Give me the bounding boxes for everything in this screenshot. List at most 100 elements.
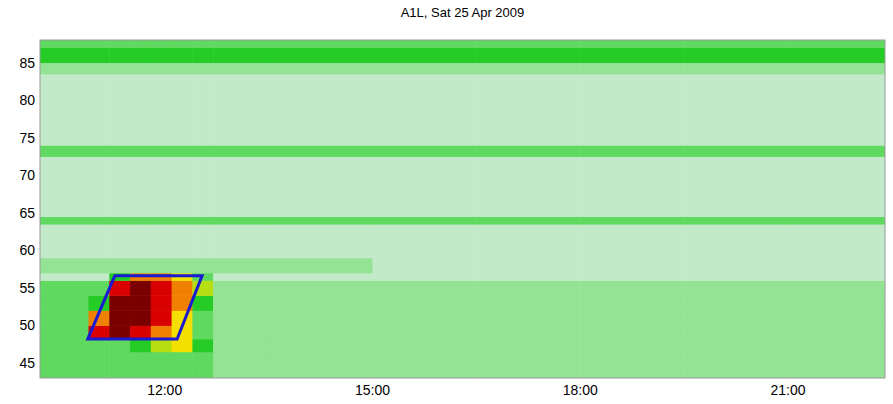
cell xyxy=(684,339,788,352)
cell xyxy=(476,325,580,339)
cell xyxy=(788,280,885,296)
cell xyxy=(476,145,580,157)
cell xyxy=(88,156,109,217)
selection xyxy=(88,276,202,339)
cell xyxy=(213,48,269,64)
cell xyxy=(269,224,373,258)
cell xyxy=(580,280,684,296)
cell xyxy=(151,258,172,274)
cell xyxy=(788,273,885,281)
cell xyxy=(192,156,213,217)
cell xyxy=(109,352,130,364)
cell xyxy=(788,217,885,225)
y-tick-label: 55 xyxy=(19,280,35,296)
cell xyxy=(109,224,130,258)
cell xyxy=(40,273,89,281)
cell xyxy=(684,224,788,258)
cell xyxy=(269,258,373,274)
cell xyxy=(109,295,130,311)
cell xyxy=(130,352,151,364)
cell xyxy=(580,156,684,217)
cell xyxy=(40,258,89,274)
cell xyxy=(788,258,885,274)
cell xyxy=(40,352,89,364)
cell xyxy=(172,156,193,217)
y-tick-label: 65 xyxy=(19,205,35,221)
cell xyxy=(109,63,130,75)
cell xyxy=(130,217,151,225)
cell xyxy=(788,48,885,64)
cell xyxy=(172,48,193,64)
cell xyxy=(213,363,269,378)
cell xyxy=(109,310,130,326)
cell xyxy=(684,40,788,48)
cell xyxy=(172,258,193,274)
cell xyxy=(213,310,269,326)
cell xyxy=(40,339,89,352)
cell xyxy=(213,217,269,225)
cell xyxy=(192,48,213,64)
cell xyxy=(172,224,193,258)
cell xyxy=(130,325,151,339)
cell xyxy=(788,352,885,364)
cell xyxy=(269,63,373,75)
cell xyxy=(372,258,476,274)
cell xyxy=(172,339,193,352)
cell xyxy=(269,363,373,378)
cell xyxy=(372,63,476,75)
y-tick-label: 70 xyxy=(19,167,35,183)
cell xyxy=(109,145,130,157)
cell xyxy=(372,273,476,281)
cell xyxy=(109,48,130,64)
y-tick-label: 75 xyxy=(19,130,35,146)
cell xyxy=(213,40,269,48)
cell xyxy=(192,63,213,75)
cell xyxy=(372,74,476,146)
cell xyxy=(213,258,269,274)
cell xyxy=(130,74,151,146)
cell xyxy=(130,280,151,296)
cell xyxy=(372,310,476,326)
cell xyxy=(269,352,373,364)
cell xyxy=(130,63,151,75)
cell xyxy=(213,74,269,146)
cell xyxy=(88,145,109,157)
cell xyxy=(151,217,172,225)
cell xyxy=(580,352,684,364)
cell xyxy=(476,363,580,378)
cell xyxy=(684,156,788,217)
cell xyxy=(372,280,476,296)
cell xyxy=(476,40,580,48)
cell xyxy=(788,325,885,339)
cell xyxy=(151,339,172,352)
cell xyxy=(580,145,684,157)
cell xyxy=(40,325,89,339)
chart: A1L, Sat 25 Apr 200945505560657075808512… xyxy=(0,0,893,404)
cell xyxy=(40,310,89,326)
cell xyxy=(684,273,788,281)
cell xyxy=(372,40,476,48)
cell xyxy=(88,40,109,48)
cell xyxy=(684,363,788,378)
cell xyxy=(109,217,130,225)
cell xyxy=(192,310,213,326)
cell xyxy=(580,339,684,352)
cell xyxy=(172,40,193,48)
cell xyxy=(213,156,269,217)
cell xyxy=(130,145,151,157)
cell xyxy=(109,156,130,217)
cell xyxy=(130,339,151,352)
cell xyxy=(476,352,580,364)
cell xyxy=(192,74,213,146)
y-tick-label: 60 xyxy=(19,242,35,258)
cell xyxy=(580,40,684,48)
y-tick-label: 50 xyxy=(19,317,35,333)
cell xyxy=(684,352,788,364)
cell xyxy=(580,363,684,378)
x-tick-label: 21:00 xyxy=(771,382,806,398)
cell xyxy=(580,295,684,311)
cell xyxy=(476,258,580,274)
cell xyxy=(476,217,580,225)
cell xyxy=(684,325,788,339)
cell xyxy=(788,63,885,75)
